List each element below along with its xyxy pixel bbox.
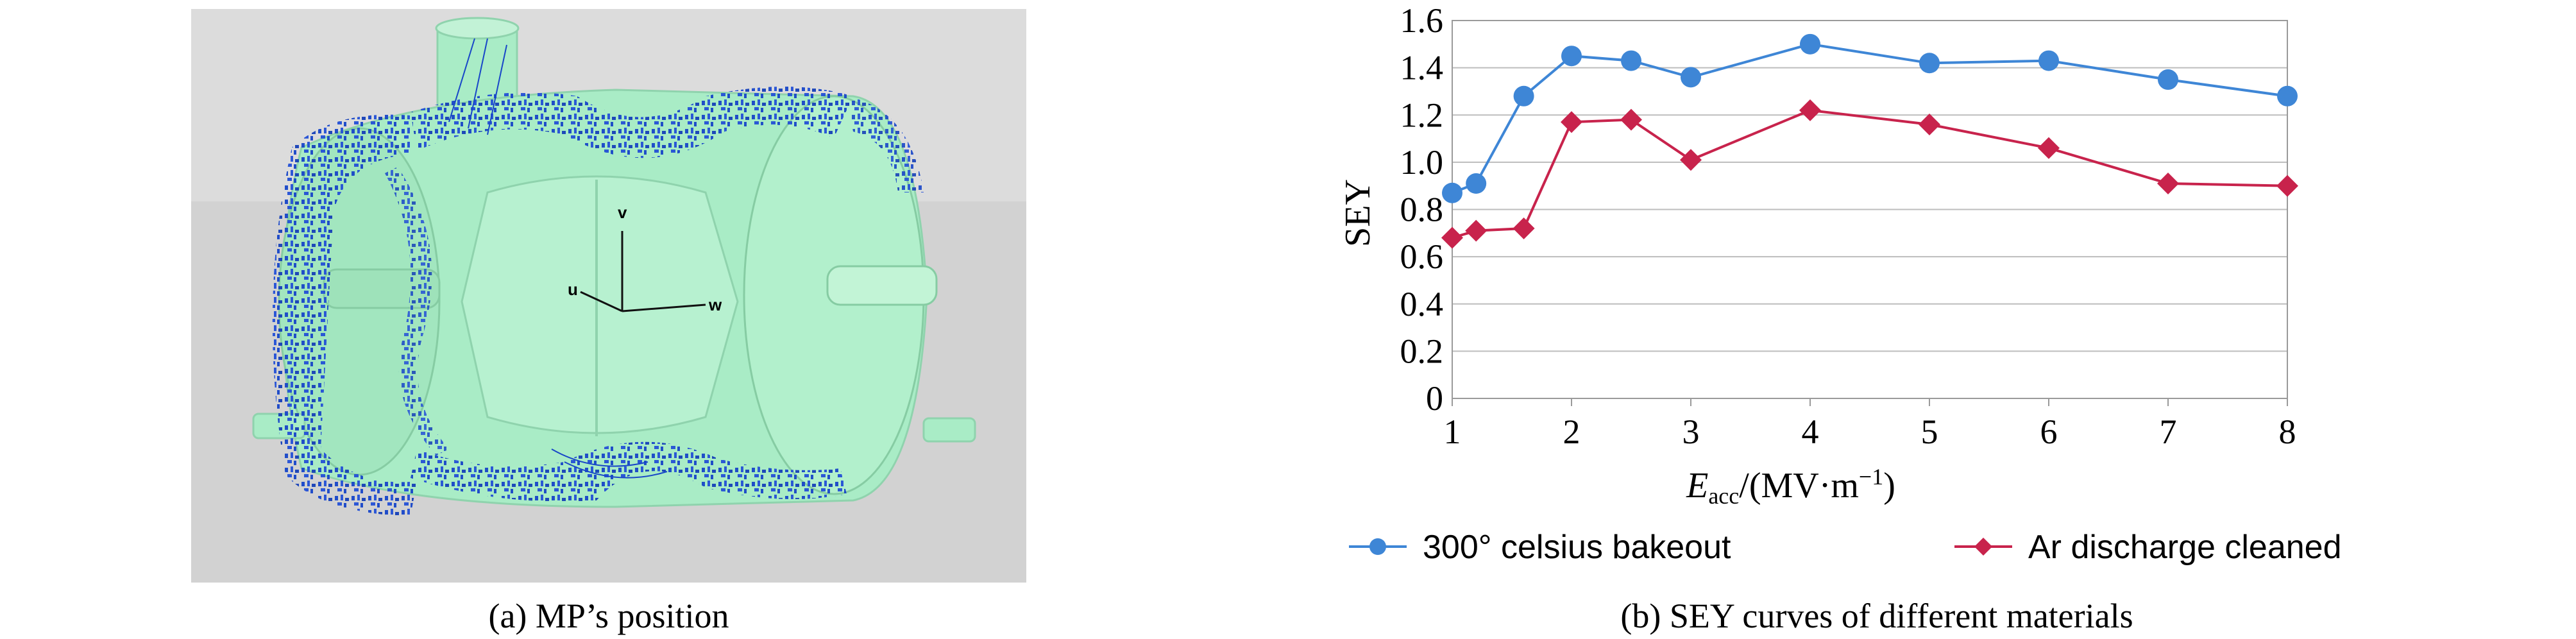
x-tick-label: 5 <box>1921 413 1938 451</box>
x-tick-label: 2 <box>1563 413 1580 451</box>
particle-trajectories <box>448 38 668 479</box>
multipacting-particles <box>272 38 924 517</box>
data-point-bakeout <box>1513 85 1534 106</box>
x-tick-label: 1 <box>1444 413 1461 451</box>
series-line-ar-discharge <box>1452 108 2288 239</box>
x-axis-label-symbol: E <box>1686 466 1708 506</box>
data-point-ar-discharge <box>2157 173 2179 195</box>
y-tick-label: 0 <box>1426 379 1443 418</box>
x-tick-label: 3 <box>1682 413 1700 451</box>
data-point-ar-discharge <box>2038 137 2060 159</box>
top-port-opening <box>435 17 520 40</box>
chart-legend: 300° celsius bakeout Ar discharge cleane… <box>1349 529 2342 566</box>
y-tick-label: 0.6 <box>1400 237 1444 276</box>
data-point-bakeout <box>1561 46 1582 67</box>
x-axis-label-unit: /(MV·m <box>1739 466 1859 506</box>
data-point-ar-discharge <box>1513 217 1535 239</box>
right-coupler <box>826 265 938 306</box>
data-point-bakeout <box>2158 69 2178 90</box>
x-tick-label: 6 <box>2040 413 2058 451</box>
particle-band-left <box>272 114 417 517</box>
x-tick-label: 8 <box>2279 413 2296 451</box>
x-tick-labels: 1 2 3 4 5 6 7 8 <box>1444 413 2296 451</box>
panel-b: 0 0.2 0.4 0.6 0.8 1.0 1.2 1.4 1.6 1 2 3 4 5 6 7 8 SEY E… <box>1338 1 2342 635</box>
x-axis-label-subscript: acc <box>1708 483 1739 509</box>
data-point-ar-discharge <box>1620 108 1642 131</box>
data-point-ar-discharge <box>1919 113 1940 135</box>
legend-item-bakeout: 300° celsius bakeout <box>1349 529 1731 566</box>
y-tick-label: 0.4 <box>1400 285 1444 323</box>
data-point-bakeout <box>2038 50 2059 71</box>
y-tick-label: 1.0 <box>1400 143 1444 182</box>
data-point-bakeout <box>2277 85 2298 106</box>
y-tick-label: 1.6 <box>1400 1 1444 40</box>
data-point-bakeout <box>1681 67 1701 88</box>
central-cell <box>461 175 739 434</box>
legend-label-ar-discharge: Ar discharge cleaned <box>2028 529 2342 566</box>
panel-b-caption: (b) SEY curves of different materials <box>1620 597 2133 635</box>
series-markers <box>1441 33 2298 249</box>
y-tick-labels: 0 0.2 0.4 0.6 0.8 1.0 1.2 1.4 1.6 <box>1400 1 1444 418</box>
particle-band-right <box>847 96 924 192</box>
axis-v-label: v <box>618 203 627 222</box>
data-point-bakeout <box>1800 33 1820 55</box>
legend-circle-marker <box>1369 538 1386 555</box>
panel-a: v u w (a) MP’s position <box>191 9 1026 635</box>
data-point-ar-discharge <box>2276 175 2298 197</box>
data-point-ar-discharge <box>1561 111 1582 133</box>
plot-frame <box>1452 20 2288 399</box>
chart-axes <box>1452 20 2288 406</box>
x-tick-label: 4 <box>1802 413 1819 451</box>
legend-label-bakeout: 300° celsius bakeout <box>1423 529 1731 566</box>
x-axis-label: Eacc/(MV·m−1) <box>1686 464 1895 509</box>
x-tick-label: 7 <box>2160 413 2177 451</box>
axis-u-label: u <box>568 280 578 299</box>
particle-band-mid-left <box>385 167 449 456</box>
legend-item-ar-discharge: Ar discharge cleaned <box>1954 529 2342 566</box>
y-tick-label: 0.2 <box>1400 332 1444 370</box>
data-point-bakeout <box>1621 50 1641 71</box>
data-point-ar-discharge <box>1680 149 1702 171</box>
particle-band-bottom <box>411 441 847 502</box>
y-tick-label: 1.4 <box>1400 49 1444 87</box>
x-axis-label-close: ) <box>1883 466 1895 506</box>
legend-diamond-marker <box>1974 538 1992 556</box>
x-axis-label-exponent: −1 <box>1859 464 1883 490</box>
data-point-ar-discharge <box>1799 99 1821 121</box>
data-point-bakeout <box>1919 53 1940 74</box>
data-point-ar-discharge <box>1441 226 1463 249</box>
particle-band-top <box>411 87 853 158</box>
panel-a-caption: (a) MP’s position <box>488 597 729 635</box>
data-point-bakeout <box>1442 182 1462 203</box>
y-axis-label: SEY <box>1338 179 1378 247</box>
coordinate-axes: v u w <box>568 203 722 314</box>
y-tick-label: 1.2 <box>1400 96 1444 134</box>
y-tick-label: 0.8 <box>1400 191 1444 229</box>
data-point-ar-discharge <box>1465 219 1487 242</box>
axis-w-label: w <box>708 295 722 314</box>
right-side-pipe <box>922 417 976 443</box>
data-point-bakeout <box>1466 173 1487 194</box>
